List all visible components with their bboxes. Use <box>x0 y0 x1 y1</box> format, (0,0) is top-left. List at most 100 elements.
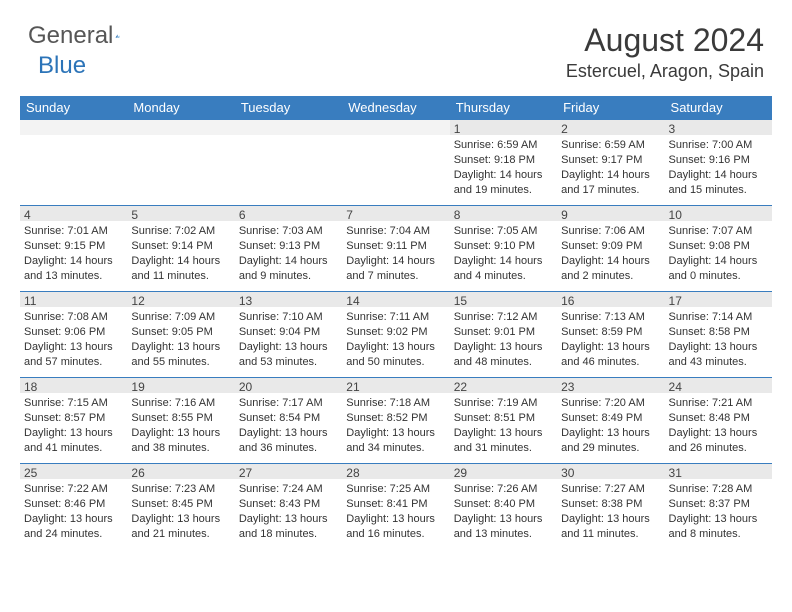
day-info: Sunrise: 7:22 AMSunset: 8:46 PMDaylight:… <box>20 479 127 543</box>
sunset-text: Sunset: 8:45 PM <box>131 497 230 512</box>
day-info: Sunrise: 7:25 AMSunset: 8:41 PMDaylight:… <box>342 479 449 543</box>
day-info: Sunrise: 7:20 AMSunset: 8:49 PMDaylight:… <box>557 393 664 457</box>
day-info: Sunrise: 7:05 AMSunset: 9:10 PMDaylight:… <box>450 221 557 285</box>
sunrise-text: Sunrise: 7:19 AM <box>454 396 553 411</box>
day-info: Sunrise: 7:06 AMSunset: 9:09 PMDaylight:… <box>557 221 664 285</box>
sunset-text: Sunset: 9:04 PM <box>239 325 338 340</box>
day-info: Sunrise: 7:21 AMSunset: 8:48 PMDaylight:… <box>665 393 772 457</box>
sunset-text: Sunset: 8:59 PM <box>561 325 660 340</box>
day-number <box>127 119 234 135</box>
calendar-day-cell: 19Sunrise: 7:16 AMSunset: 8:55 PMDayligh… <box>127 377 234 463</box>
calendar-day-cell: 10Sunrise: 7:07 AMSunset: 9:08 PMDayligh… <box>665 205 772 291</box>
calendar-table: Sunday Monday Tuesday Wednesday Thursday… <box>20 96 772 549</box>
sunset-text: Sunset: 9:14 PM <box>131 239 230 254</box>
day-info: Sunrise: 7:28 AMSunset: 8:37 PMDaylight:… <box>665 479 772 543</box>
day-number: 6 <box>235 205 342 221</box>
calendar-week-row: 25Sunrise: 7:22 AMSunset: 8:46 PMDayligh… <box>20 463 772 549</box>
brand-word-general: General <box>28 22 113 50</box>
sunset-text: Sunset: 9:09 PM <box>561 239 660 254</box>
day-number: 17 <box>665 291 772 307</box>
day-number <box>20 119 127 135</box>
day-info: Sunrise: 7:27 AMSunset: 8:38 PMDaylight:… <box>557 479 664 543</box>
day-number: 24 <box>665 377 772 393</box>
day-info: Sunrise: 7:12 AMSunset: 9:01 PMDaylight:… <box>450 307 557 371</box>
calendar-day-cell: 28Sunrise: 7:25 AMSunset: 8:41 PMDayligh… <box>342 463 449 549</box>
day-number: 12 <box>127 291 234 307</box>
weekday-header: Saturday <box>665 96 772 119</box>
sunset-text: Sunset: 8:55 PM <box>131 411 230 426</box>
day-number: 19 <box>127 377 234 393</box>
calendar-day-cell <box>235 119 342 205</box>
day-info: Sunrise: 7:16 AMSunset: 8:55 PMDaylight:… <box>127 393 234 457</box>
sunrise-text: Sunrise: 7:16 AM <box>131 396 230 411</box>
sunset-text: Sunset: 9:02 PM <box>346 325 445 340</box>
sunset-text: Sunset: 8:38 PM <box>561 497 660 512</box>
sunset-text: Sunset: 8:41 PM <box>346 497 445 512</box>
day-number: 30 <box>557 463 664 479</box>
brand-sail-icon <box>115 23 120 49</box>
daylight-text: Daylight: 13 hours and 24 minutes. <box>24 512 123 542</box>
calendar-day-cell <box>127 119 234 205</box>
sunset-text: Sunset: 9:08 PM <box>669 239 768 254</box>
daylight-text: Daylight: 14 hours and 13 minutes. <box>24 254 123 284</box>
day-info: Sunrise: 7:01 AMSunset: 9:15 PMDaylight:… <box>20 221 127 285</box>
sunset-text: Sunset: 9:10 PM <box>454 239 553 254</box>
calendar-day-cell: 1Sunrise: 6:59 AMSunset: 9:18 PMDaylight… <box>450 119 557 205</box>
sunset-text: Sunset: 8:37 PM <box>669 497 768 512</box>
sunset-text: Sunset: 8:52 PM <box>346 411 445 426</box>
brand-word-blue: Blue <box>38 52 86 79</box>
day-info: Sunrise: 7:09 AMSunset: 9:05 PMDaylight:… <box>127 307 234 371</box>
day-number: 5 <box>127 205 234 221</box>
sunrise-text: Sunrise: 7:25 AM <box>346 482 445 497</box>
day-number: 22 <box>450 377 557 393</box>
daylight-text: Daylight: 14 hours and 19 minutes. <box>454 168 553 198</box>
title-block: August 2024 Estercuel, Aragon, Spain <box>566 22 764 82</box>
day-info: Sunrise: 7:24 AMSunset: 8:43 PMDaylight:… <box>235 479 342 543</box>
daylight-text: Daylight: 13 hours and 48 minutes. <box>454 340 553 370</box>
sunrise-text: Sunrise: 7:04 AM <box>346 224 445 239</box>
sunset-text: Sunset: 9:05 PM <box>131 325 230 340</box>
day-info: Sunrise: 7:07 AMSunset: 9:08 PMDaylight:… <box>665 221 772 285</box>
sunrise-text: Sunrise: 7:02 AM <box>131 224 230 239</box>
daylight-text: Daylight: 13 hours and 16 minutes. <box>346 512 445 542</box>
day-number: 2 <box>557 119 664 135</box>
calendar-day-cell: 9Sunrise: 7:06 AMSunset: 9:09 PMDaylight… <box>557 205 664 291</box>
brand-logo: General <box>28 22 143 50</box>
sunset-text: Sunset: 9:16 PM <box>669 153 768 168</box>
day-number: 14 <box>342 291 449 307</box>
calendar-day-cell: 8Sunrise: 7:05 AMSunset: 9:10 PMDaylight… <box>450 205 557 291</box>
day-info: Sunrise: 7:17 AMSunset: 8:54 PMDaylight:… <box>235 393 342 457</box>
day-info: Sunrise: 6:59 AMSunset: 9:18 PMDaylight:… <box>450 135 557 199</box>
day-info: Sunrise: 7:08 AMSunset: 9:06 PMDaylight:… <box>20 307 127 371</box>
daylight-text: Daylight: 13 hours and 21 minutes. <box>131 512 230 542</box>
calendar-day-cell <box>20 119 127 205</box>
daylight-text: Daylight: 13 hours and 50 minutes. <box>346 340 445 370</box>
daylight-text: Daylight: 13 hours and 36 minutes. <box>239 426 338 456</box>
sunset-text: Sunset: 8:48 PM <box>669 411 768 426</box>
sunrise-text: Sunrise: 7:05 AM <box>454 224 553 239</box>
calendar-day-cell: 16Sunrise: 7:13 AMSunset: 8:59 PMDayligh… <box>557 291 664 377</box>
sunset-text: Sunset: 9:15 PM <box>24 239 123 254</box>
day-info: Sunrise: 7:18 AMSunset: 8:52 PMDaylight:… <box>342 393 449 457</box>
daylight-text: Daylight: 13 hours and 26 minutes. <box>669 426 768 456</box>
day-info: Sunrise: 7:23 AMSunset: 8:45 PMDaylight:… <box>127 479 234 543</box>
calendar-header-row: Sunday Monday Tuesday Wednesday Thursday… <box>20 96 772 119</box>
sunset-text: Sunset: 9:17 PM <box>561 153 660 168</box>
sunset-text: Sunset: 9:06 PM <box>24 325 123 340</box>
daylight-text: Daylight: 13 hours and 43 minutes. <box>669 340 768 370</box>
sunrise-text: Sunrise: 7:11 AM <box>346 310 445 325</box>
day-info: Sunrise: 7:11 AMSunset: 9:02 PMDaylight:… <box>342 307 449 371</box>
day-info: Sunrise: 7:13 AMSunset: 8:59 PMDaylight:… <box>557 307 664 371</box>
day-number: 3 <box>665 119 772 135</box>
daylight-text: Daylight: 13 hours and 29 minutes. <box>561 426 660 456</box>
calendar-week-row: 4Sunrise: 7:01 AMSunset: 9:15 PMDaylight… <box>20 205 772 291</box>
weekday-header: Wednesday <box>342 96 449 119</box>
day-number: 1 <box>450 119 557 135</box>
daylight-text: Daylight: 13 hours and 38 minutes. <box>131 426 230 456</box>
calendar-day-cell: 23Sunrise: 7:20 AMSunset: 8:49 PMDayligh… <box>557 377 664 463</box>
month-title: August 2024 <box>566 22 764 59</box>
calendar-week-row: 11Sunrise: 7:08 AMSunset: 9:06 PMDayligh… <box>20 291 772 377</box>
calendar-day-cell: 18Sunrise: 7:15 AMSunset: 8:57 PMDayligh… <box>20 377 127 463</box>
day-number: 20 <box>235 377 342 393</box>
calendar-day-cell: 27Sunrise: 7:24 AMSunset: 8:43 PMDayligh… <box>235 463 342 549</box>
